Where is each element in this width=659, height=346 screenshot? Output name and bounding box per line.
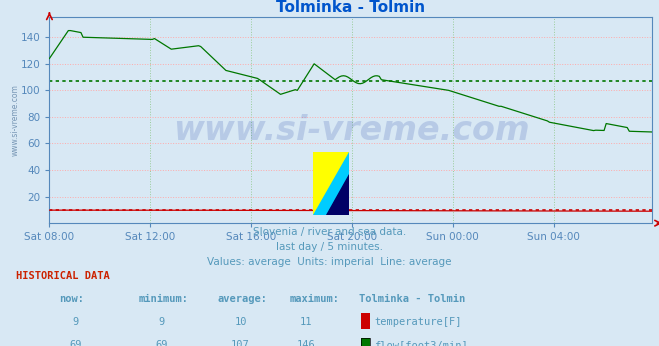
Text: average:: average:: [217, 294, 268, 304]
Text: 107: 107: [231, 340, 250, 346]
Text: now:: now:: [59, 294, 84, 304]
Text: HISTORICAL DATA: HISTORICAL DATA: [16, 271, 110, 281]
Text: 9: 9: [72, 317, 79, 327]
Text: temperature[F]: temperature[F]: [374, 317, 462, 327]
Polygon shape: [313, 152, 349, 215]
Polygon shape: [326, 174, 349, 215]
Text: www.si-vreme.com: www.si-vreme.com: [11, 84, 19, 156]
Text: flow[foot3/min]: flow[foot3/min]: [374, 340, 468, 346]
Text: 10: 10: [235, 317, 246, 327]
Text: 146: 146: [297, 340, 316, 346]
Text: minimum:: minimum:: [138, 294, 188, 304]
Text: Slovenia / river and sea data.: Slovenia / river and sea data.: [253, 227, 406, 237]
Bar: [361, 312, 370, 329]
Text: Tolminka - Tolmin: Tolminka - Tolmin: [359, 294, 465, 304]
Text: 69: 69: [70, 340, 82, 346]
Bar: [361, 338, 370, 346]
Text: last day / 5 minutes.: last day / 5 minutes.: [276, 242, 383, 252]
Polygon shape: [313, 152, 349, 215]
Text: Values: average  Units: imperial  Line: average: Values: average Units: imperial Line: av…: [207, 257, 452, 267]
Bar: [361, 338, 370, 346]
Title: Tolminka - Tolmin: Tolminka - Tolmin: [276, 0, 426, 15]
Text: www.si-vreme.com: www.si-vreme.com: [173, 114, 529, 147]
Text: 11: 11: [301, 317, 312, 327]
Text: 9: 9: [158, 317, 165, 327]
Text: maximum:: maximum:: [290, 294, 340, 304]
Text: 69: 69: [156, 340, 167, 346]
